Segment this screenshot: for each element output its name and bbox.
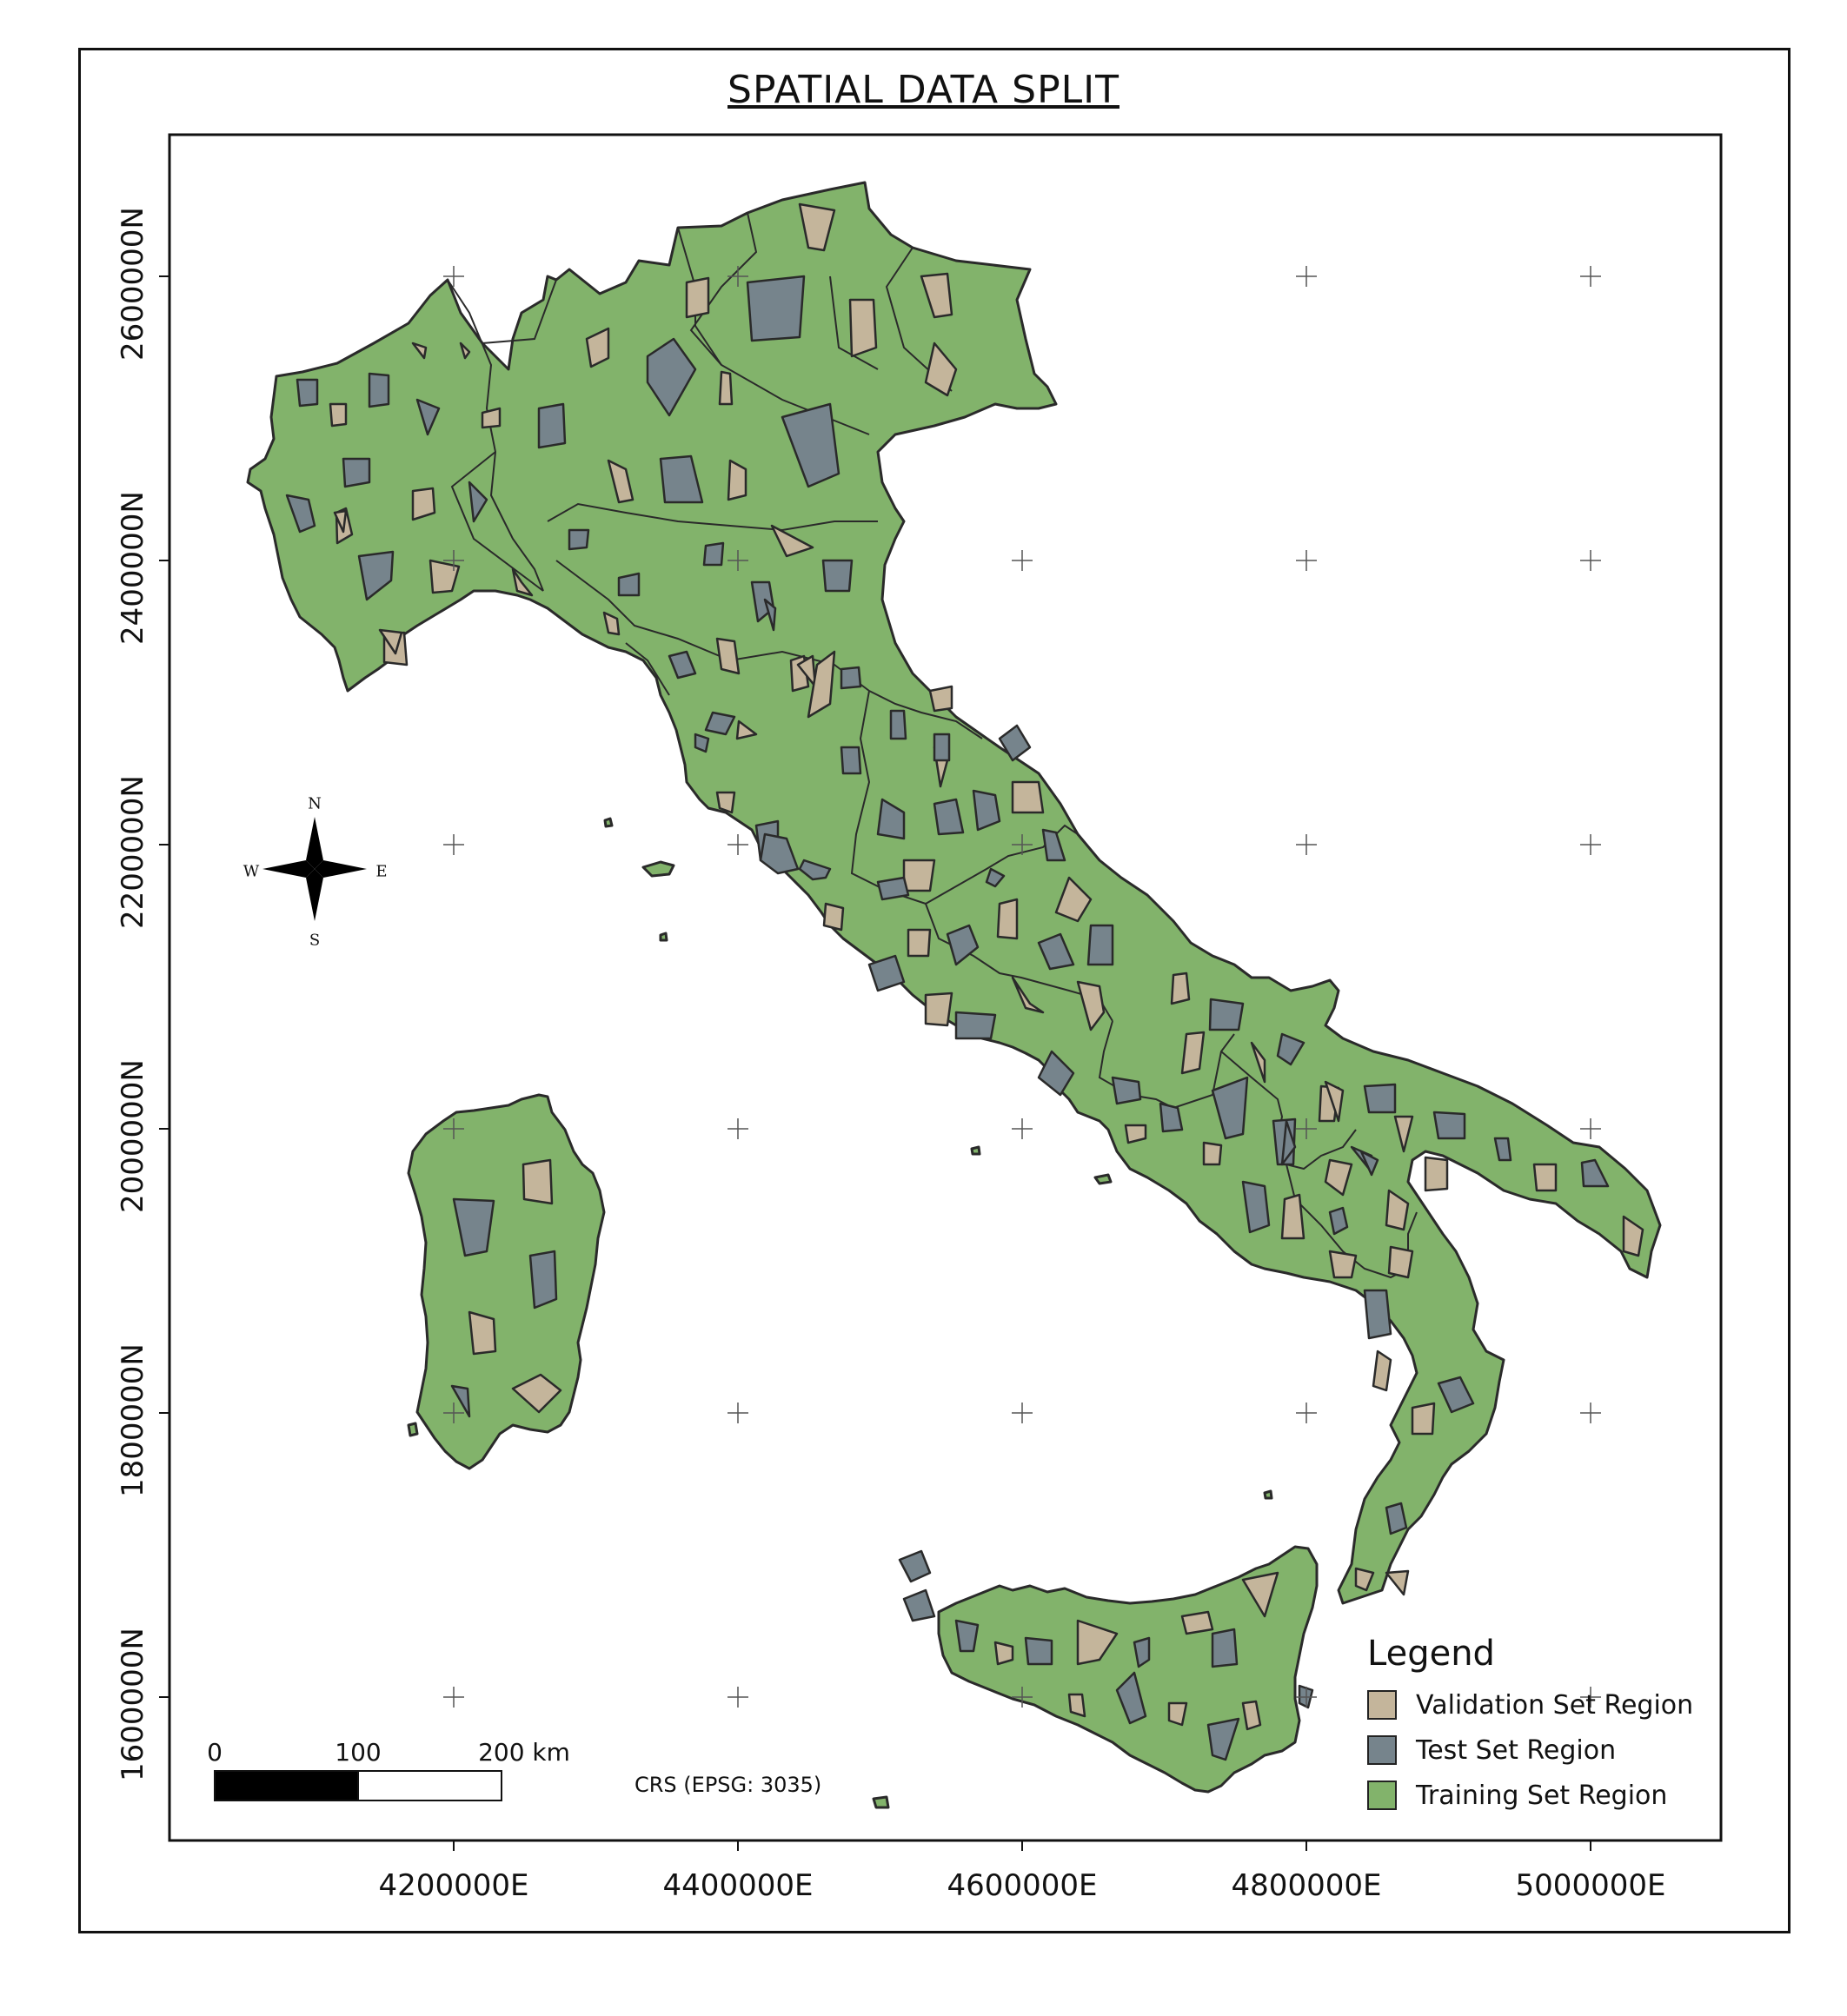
scale-label-0: 0 [207, 1738, 223, 1767]
validation-set-regions [329, 202, 1644, 1731]
y-axis-label: 2400000N [116, 491, 150, 645]
x-axis-label: 4200000E [378, 1868, 529, 1903]
y-axis-label: 2000000N [116, 1059, 150, 1213]
x-axis-label: 4400000E [662, 1868, 814, 1903]
compass-east-label: E [375, 862, 388, 881]
legend-item-validation: Validation Set Region [1367, 1688, 1693, 1722]
x-axis-ticks [453, 1840, 1591, 1851]
legend-label: Training Set Region [1416, 1780, 1668, 1811]
x-axis-label: 4600000E [947, 1868, 1098, 1903]
compass-west-label: W [243, 862, 260, 881]
compass-rose-icon [262, 817, 367, 921]
legend-swatch-training [1367, 1781, 1397, 1810]
land-training-region [246, 181, 1662, 1809]
scale-label-200: 200 km [478, 1738, 570, 1767]
pantelleria [872, 1795, 890, 1809]
graticule-crosses [443, 266, 1601, 1708]
small-island-3 [970, 1145, 981, 1156]
legend-label: Validation Set Region [1416, 1689, 1694, 1721]
legend-swatch-validation [1367, 1690, 1397, 1720]
crs-note: CRS (EPSG: 3035) [634, 1773, 822, 1797]
test-set-regions [285, 275, 1610, 1761]
small-island-1 [603, 817, 614, 828]
legend-label: Test Set Region [1416, 1734, 1617, 1766]
x-axis-label: 4800000E [1231, 1868, 1382, 1903]
small-island-2 [659, 932, 668, 942]
legend-title: Legend [1367, 1634, 1495, 1674]
capri-ischia [1093, 1173, 1113, 1185]
sardinia [407, 1093, 606, 1470]
y-axis-label: 1800000N [116, 1343, 150, 1497]
mainland-italy [246, 181, 1662, 1605]
y-axis-label: 2200000N [116, 775, 150, 929]
compass-north-label: N [308, 794, 322, 813]
legend-swatch-test [1367, 1735, 1397, 1765]
small-island-5 [407, 1422, 419, 1437]
y-axis-ticks [159, 275, 169, 1698]
map-frame [78, 48, 1791, 1933]
map-panel-border [168, 133, 1723, 1842]
small-island-4 [1263, 1489, 1273, 1500]
legend-item-training: Training Set Region [1367, 1778, 1667, 1813]
elba [641, 860, 675, 878]
compass-south-label: S [309, 931, 321, 950]
legend-item-test: Test Set Region [1367, 1733, 1616, 1767]
y-axis-label: 1600000N [116, 1628, 150, 1781]
scale-label-100: 100 [335, 1738, 382, 1767]
x-axis-label: 5000000E [1515, 1868, 1666, 1903]
map-title: SPATIAL DATA SPLIT [728, 68, 1119, 112]
y-axis-label: 2600000N [116, 207, 150, 361]
region-boundaries [447, 212, 1418, 1279]
scale-bar [214, 1770, 502, 1801]
